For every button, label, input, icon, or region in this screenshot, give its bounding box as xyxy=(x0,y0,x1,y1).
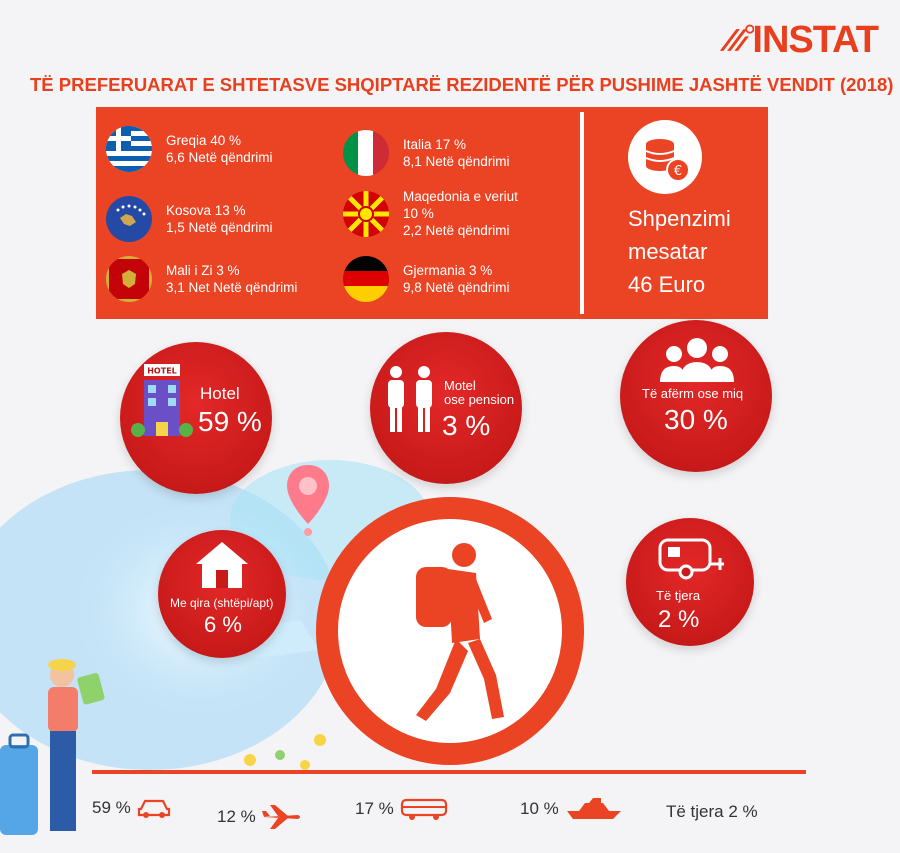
hotel-icon: HOTEL xyxy=(131,364,193,437)
hotel-value: 59 % xyxy=(198,406,262,437)
spending-label-2: mesatar xyxy=(628,239,708,264)
kosovo-flag-icon xyxy=(106,196,152,242)
country-kosovo: Kosova 13 % 1,5 Netë qëndrimi xyxy=(106,196,273,242)
bus-icon xyxy=(400,798,447,820)
spending-value: 46 Euro xyxy=(628,272,706,297)
other-bubble: Të tjera 2 % xyxy=(626,518,754,646)
country-name: Kosova 13 % xyxy=(166,203,246,218)
rent-bubble: Me qira (shtëpi/apt) 6 % xyxy=(158,530,286,658)
motel-bubble: Motel ose pension 3 % xyxy=(370,332,522,484)
country-percent: 10 % xyxy=(403,206,434,221)
country-nights: 2,2 Netë qëndrimi xyxy=(403,223,510,238)
transport-value: Të tjera 2 % xyxy=(666,802,758,821)
motel-label: Motel xyxy=(444,378,476,393)
country-name: Maqedonia e veriut xyxy=(403,189,518,204)
instat-logo: INSTAT xyxy=(718,18,879,62)
transport-other: Të tjera 2 % xyxy=(666,802,758,822)
country-name: Greqia 40 % xyxy=(166,133,242,148)
svg-text:€: € xyxy=(674,164,682,179)
caravan-icon xyxy=(658,538,724,580)
page-title: TË PREFERUARAT E SHTETASVE SHQIPTARË REZ… xyxy=(30,74,894,95)
motel-label-2: ose pension xyxy=(444,392,515,407)
transport-value: 59 % xyxy=(92,798,131,817)
country-italy: Italia 17 % 8,1 Netë qëndrimi xyxy=(343,130,510,176)
flowers-decoration xyxy=(244,734,326,770)
country-name: Mali i Zi 3 % xyxy=(166,263,240,278)
country-montenegro: Mali i Zi 3 % 3,1 Net Netë qëndrimi xyxy=(106,256,297,302)
hotel-label: Hotel xyxy=(200,384,240,403)
relatives-label: Të afërm ose miq xyxy=(642,386,744,401)
transport-bus: 17 % xyxy=(355,797,448,821)
average-spending: € Shpenzimi mesatar 46 Euro xyxy=(628,120,758,301)
country-greece: Greqia 40 % 6,6 Netë qëndrimi xyxy=(106,126,273,172)
location-pin-icon xyxy=(287,465,329,536)
transport-value: 12 % xyxy=(217,807,256,826)
motel-value: 3 % xyxy=(442,410,491,441)
ship-icon xyxy=(566,798,621,819)
transport-ship: 10 % xyxy=(520,797,623,821)
italy-flag-icon xyxy=(343,130,389,176)
rent-label: Me qira (shtëpi/apt) xyxy=(170,596,274,610)
instat-logo-mark-icon xyxy=(719,24,755,51)
other-label: Të tjera xyxy=(656,588,701,603)
country-name: Italia 17 % xyxy=(403,137,467,152)
backpacker-ring xyxy=(316,497,584,765)
panel-divider xyxy=(580,112,584,314)
country-north-macedonia: Maqedonia e veriut 10 % 2,2 Netë qëndrimi xyxy=(343,188,518,239)
transport-car: 59 % xyxy=(92,797,171,819)
hotel-sign-text: HOTEL xyxy=(147,367,177,376)
backpacker-icon xyxy=(416,543,504,721)
transport-value: 17 % xyxy=(355,799,394,818)
car-icon xyxy=(137,799,170,818)
other-value: 2 % xyxy=(658,606,700,633)
transport-value: 10 % xyxy=(520,799,559,818)
relatives-value: 30 % xyxy=(664,404,728,435)
country-nights: 9,8 Netë qëndrimi xyxy=(403,280,510,295)
country-nights: 3,1 Net Netë qëndrimi xyxy=(166,280,298,295)
people-icon xyxy=(388,366,432,432)
coins-euro-icon: € xyxy=(628,120,702,194)
country-germany: Gjermania 3 % 9,8 Netë qëndrimi xyxy=(343,256,510,302)
house-icon xyxy=(196,542,248,588)
transport-plane: 12 % xyxy=(217,805,302,829)
country-nights: 1,5 Netë qëndrimi xyxy=(166,220,273,235)
hotel-bubble: HOTEL Hotel 59 % xyxy=(120,342,272,494)
country-name: Gjermania 3 % xyxy=(403,263,493,278)
germany-flag-icon xyxy=(343,256,389,302)
logo-text: INSTAT xyxy=(752,18,879,61)
airplane-icon xyxy=(261,805,300,829)
tourist-illustration xyxy=(0,659,105,835)
country-nights: 8,1 Netë qëndrimi xyxy=(403,154,510,169)
north-macedonia-flag-icon xyxy=(343,190,389,237)
relatives-bubble: Të afërm ose miq 30 % xyxy=(620,320,772,472)
transport-bar-line xyxy=(92,770,806,774)
country-nights: 6,6 Netë qëndrimi xyxy=(166,150,273,165)
rent-value: 6 % xyxy=(204,612,242,637)
greece-flag-icon xyxy=(106,126,152,172)
montenegro-flag-icon xyxy=(106,256,152,302)
group-icon xyxy=(660,338,734,382)
spending-label-1: Shpenzimi xyxy=(628,206,731,231)
